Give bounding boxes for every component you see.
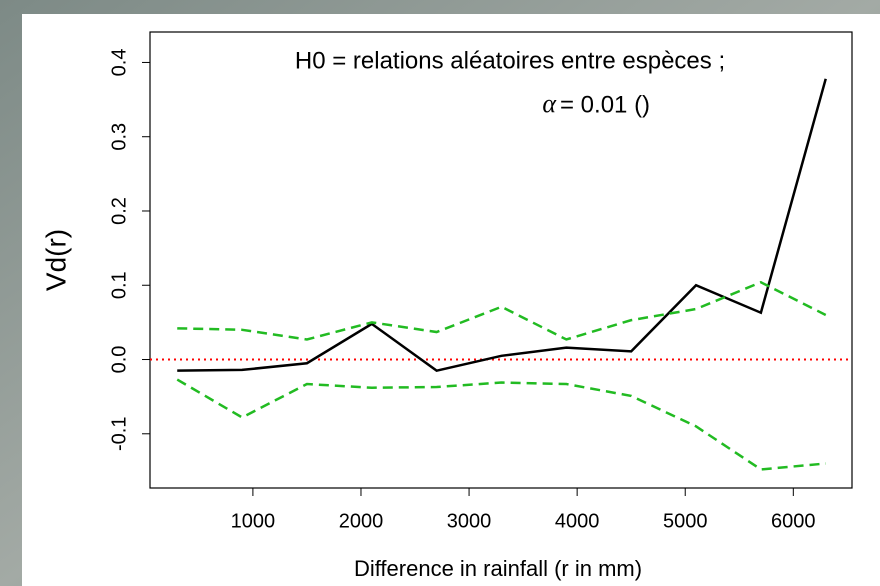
y-axis-label: Vd(r) [40, 229, 71, 291]
y-tick-label: 0.2 [108, 197, 130, 225]
series-line [177, 78, 827, 373]
y-tick-label: 0.4 [108, 49, 130, 77]
series-line [176, 378, 826, 471]
panel [22, 14, 880, 586]
annotation-symbol: α [542, 89, 557, 118]
series-line [177, 280, 827, 341]
plot-box [149, 31, 853, 489]
x-tick-label: 2000 [339, 510, 384, 532]
y-tick-label: 0.3 [108, 123, 130, 151]
annotation: H0 = relations aléatoires entre espèces … [295, 47, 725, 74]
y-tick-label: 0.0 [108, 346, 130, 374]
y-tick-label: 0.1 [108, 271, 130, 299]
x-axis-label: Difference in rainfall (r in mm) [354, 556, 642, 581]
annotation: = 0.01 () [560, 91, 650, 118]
x-tick-label: 1000 [231, 510, 276, 532]
y-tick-label: -0.1 [108, 417, 130, 451]
x-tick-label: 4000 [555, 510, 600, 532]
x-tick-label: 6000 [771, 510, 816, 532]
x-tick-label: 5000 [663, 510, 708, 532]
x-tick-label: 3000 [447, 510, 492, 532]
